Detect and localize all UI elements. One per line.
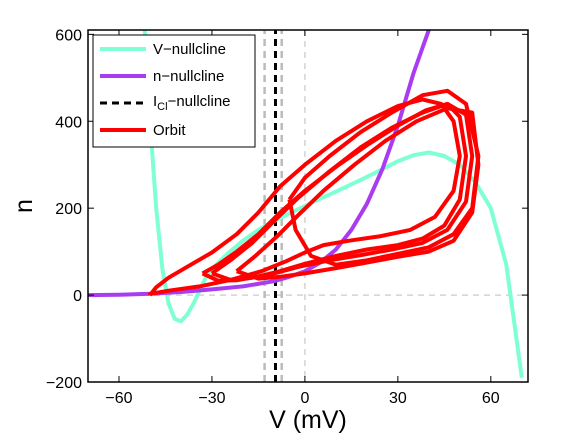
legend-label-icl-rest: −nullcline xyxy=(168,93,231,110)
y-tick-label: 400 xyxy=(55,114,82,131)
legend-label-n-nullcline: n−nullcline xyxy=(153,68,224,85)
legend-label-icl-main: I xyxy=(153,93,157,110)
x-axis-label: V (mV) xyxy=(269,406,347,434)
x-tick-label: 60 xyxy=(482,390,500,407)
v-nullcline-curve xyxy=(142,30,524,378)
y-tick-label: 600 xyxy=(55,27,82,44)
y-tick-label: 0 xyxy=(73,288,82,305)
x-tick-label: −30 xyxy=(198,390,225,407)
legend-label-orbit: Orbit xyxy=(153,122,186,139)
orbit-loop-5 xyxy=(287,88,481,267)
x-tick-label: −60 xyxy=(105,390,132,407)
legend-label-icl-nullcline: ICl−nullcline xyxy=(153,93,231,113)
y-axis-ticks: −200 0 200 400 600 xyxy=(46,27,528,392)
series-layer xyxy=(88,30,524,382)
x-tick-label: 0 xyxy=(300,390,309,407)
y-tick-label: −200 xyxy=(46,375,82,392)
plot-frame xyxy=(87,29,529,383)
y-axis-label: n xyxy=(10,199,38,213)
legend-label-v-nullcline: V−nullcline xyxy=(153,41,226,58)
legend: V−nullcline n−nullcline ICl−nullcline Or… xyxy=(92,34,256,148)
n-nullcline-curve xyxy=(88,30,431,298)
y-tick-label: 200 xyxy=(55,201,82,218)
x-tick-label: 30 xyxy=(389,390,407,407)
legend-label-icl-sub: Cl xyxy=(157,101,167,113)
